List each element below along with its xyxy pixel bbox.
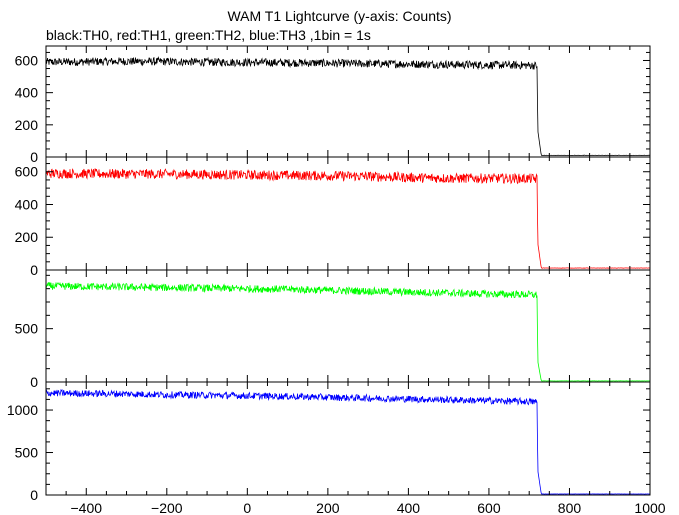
x-tick-label: −400: [70, 500, 102, 515]
y-tick-label: 0: [30, 487, 38, 503]
y-tick-label: 500: [15, 321, 39, 337]
y-tick-label: 600: [15, 52, 39, 68]
x-tick-label: 600: [477, 500, 501, 515]
y-tick-label: 500: [15, 445, 39, 461]
y-tick-label: 200: [15, 229, 39, 245]
x-tick-label: 1000: [634, 500, 665, 515]
y-tick-label: 0: [30, 262, 38, 278]
y-tick-label: 0: [30, 149, 38, 165]
chart-subtitle: black:TH0, red:TH1, green:TH2, blue:TH3 …: [46, 27, 371, 43]
series-line-th3: [45, 388, 651, 495]
x-tick-label: 200: [316, 500, 340, 515]
series-line-th2: [45, 281, 650, 382]
y-tick-label: 1000: [7, 402, 38, 418]
series-line-th0: [45, 56, 651, 157]
y-tick-label: 200: [15, 117, 39, 133]
x-tick-label: 400: [397, 500, 421, 515]
series-line-th1: [45, 168, 651, 269]
panel-frame-th3: [45, 381, 651, 496]
chart-title: WAM T1 Lightcurve (y-axis: Counts): [227, 8, 452, 24]
y-tick-label: 0: [30, 374, 38, 390]
x-tick-label: 0: [243, 500, 251, 515]
y-tick-label: 400: [15, 196, 39, 212]
x-tick-label: −200: [151, 500, 183, 515]
y-tick-label: 400: [15, 85, 39, 101]
y-tick-label: 600: [15, 164, 39, 180]
x-tick-label: 800: [558, 500, 582, 515]
